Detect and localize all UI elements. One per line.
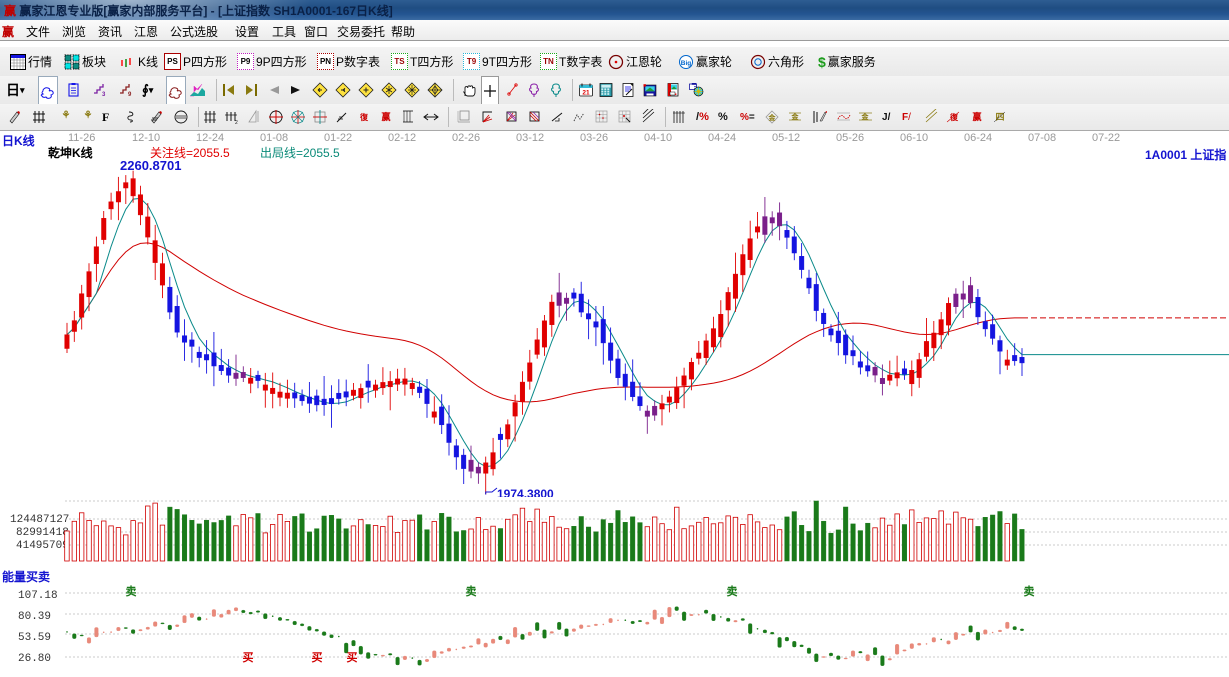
svg-text:復: 復 [359,112,369,122]
svg-text:21: 21 [582,90,590,97]
svg-text:⚘: ⚘ [84,110,93,121]
svg-text:9: 9 [128,92,132,98]
svg-text:买: 买 [347,651,358,664]
svg-text:卖: 卖 [1024,584,1035,598]
svg-text:赢: 赢 [972,111,981,122]
svg-text:3: 3 [102,92,106,98]
svg-text:卖: 卖 [727,584,738,598]
svg-text:Big: Big [681,60,692,67]
svg-text:卖: 卖 [126,584,137,598]
svg-text:买: 买 [312,651,323,664]
svg-text:金: 金 [768,113,777,122]
svg-text:赢: 赢 [381,111,390,122]
svg-text:卖: 卖 [466,584,477,598]
svg-text:买: 买 [243,651,254,664]
svg-text:⚘: ⚘ [62,110,71,121]
svg-text:金: 金 [791,112,800,121]
svg-text:金: 金 [861,112,870,121]
svg-text:2: 2 [235,120,238,125]
